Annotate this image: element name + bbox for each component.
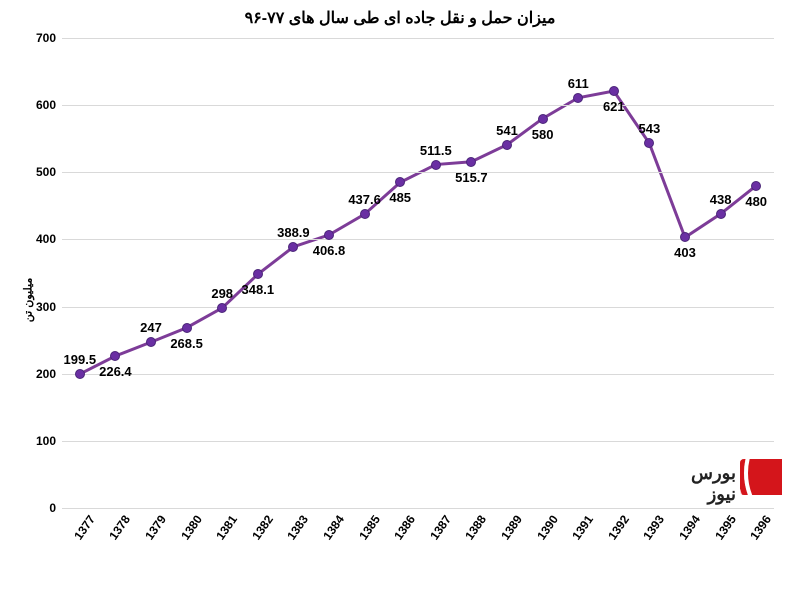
y-tick-label: 500: [36, 165, 62, 179]
y-tick-label: 700: [36, 31, 62, 45]
data-marker: [182, 323, 192, 333]
y-tick-label: 200: [36, 367, 62, 381]
data-label: 485: [389, 190, 411, 205]
data-label: 511.5: [420, 143, 452, 158]
x-tick-label: 1387: [420, 508, 453, 542]
data-label: 611: [568, 76, 589, 91]
gridline: [62, 307, 774, 308]
data-label: 543: [639, 121, 661, 136]
data-marker: [609, 86, 619, 96]
data-marker: [110, 351, 120, 361]
line-series: [62, 38, 774, 508]
x-tick-label: 1393: [634, 508, 667, 542]
gridline: [62, 508, 774, 509]
data-marker: [75, 369, 85, 379]
gridline: [62, 374, 774, 375]
logo-text: بورس نیوز: [691, 463, 736, 505]
x-tick-label: 1395: [705, 508, 738, 542]
y-tick-label: 600: [36, 98, 62, 112]
data-marker: [538, 114, 548, 124]
gridline: [62, 172, 774, 173]
x-tick-label: 1394: [670, 508, 703, 542]
x-tick-label: 1385: [349, 508, 382, 542]
data-label: 437.6: [348, 192, 381, 207]
data-label: 621: [603, 99, 625, 114]
watermark-logo: بورس نیوز: [692, 459, 782, 495]
data-label: 406.8: [313, 243, 346, 258]
x-tick-label: 1391: [563, 508, 596, 542]
data-marker: [502, 140, 512, 150]
y-tick-label: 0: [49, 501, 62, 515]
x-tick-label: 1396: [741, 508, 774, 542]
gridline: [62, 441, 774, 442]
x-tick-label: 1380: [171, 508, 204, 542]
data-label: 438: [710, 192, 732, 207]
data-marker: [751, 181, 761, 191]
x-tick-label: 1392: [598, 508, 631, 542]
data-label: 298: [211, 286, 233, 301]
y-tick-label: 400: [36, 232, 62, 246]
gridline: [62, 38, 774, 39]
data-marker: [680, 232, 690, 242]
x-tick-label: 1384: [314, 508, 347, 542]
data-marker: [288, 242, 298, 252]
data-label: 268.5: [170, 336, 203, 351]
data-marker: [253, 269, 263, 279]
data-marker: [716, 209, 726, 219]
x-tick-label: 1381: [207, 508, 240, 542]
x-tick-label: 1390: [527, 508, 560, 542]
data-marker: [360, 209, 370, 219]
x-tick-label: 1382: [242, 508, 275, 542]
data-label: 199.5: [64, 352, 97, 367]
gridline: [62, 105, 774, 106]
y-axis-label: میلیون تن: [22, 278, 35, 322]
y-tick-label: 100: [36, 434, 62, 448]
chart-container: میزان حمل و نقل جاده ای طی سال های ۷۷-۹۶…: [0, 0, 800, 600]
logo-icon: [740, 459, 782, 495]
data-marker: [395, 177, 405, 187]
data-marker: [466, 157, 476, 167]
x-tick-label: 1388: [456, 508, 489, 542]
data-label: 388.9: [277, 225, 310, 240]
x-tick-label: 1383: [278, 508, 311, 542]
x-tick-label: 1389: [492, 508, 525, 542]
y-tick-label: 300: [36, 300, 62, 314]
x-tick-label: 1377: [64, 508, 97, 542]
gridline: [62, 239, 774, 240]
data-label: 480: [745, 194, 767, 209]
chart-title: میزان حمل و نقل جاده ای طی سال های ۷۷-۹۶: [0, 8, 800, 28]
plot-area: 0100200300400500600700137713781379138013…: [62, 38, 774, 508]
data-label: 541: [496, 123, 518, 138]
x-tick-label: 1378: [100, 508, 133, 542]
data-label: 247: [140, 320, 162, 335]
data-marker: [146, 337, 156, 347]
data-marker: [431, 160, 441, 170]
data-marker: [217, 303, 227, 313]
data-label: 348.1: [242, 282, 275, 297]
data-marker: [573, 93, 583, 103]
x-tick-label: 1386: [385, 508, 418, 542]
data-label: 580: [532, 127, 554, 142]
data-label: 515.7: [455, 170, 488, 185]
data-label: 226.4: [99, 364, 132, 379]
data-marker: [324, 230, 334, 240]
x-tick-label: 1379: [136, 508, 169, 542]
data-marker: [644, 138, 654, 148]
data-label: 403: [674, 245, 696, 260]
